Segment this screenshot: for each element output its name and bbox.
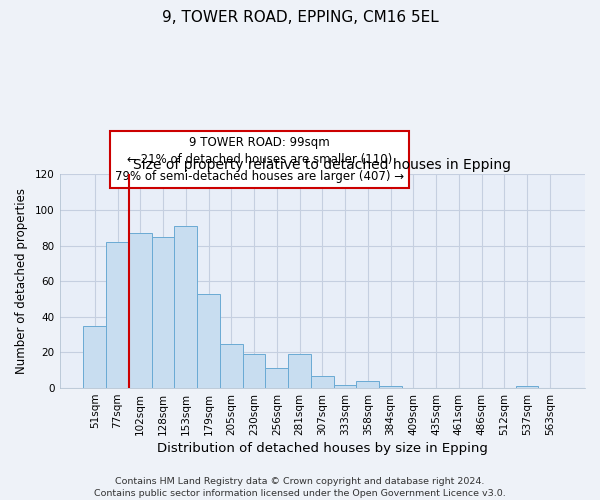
- Bar: [83, 326, 106, 388]
- Bar: [311, 376, 334, 388]
- Text: Contains HM Land Registry data © Crown copyright and database right 2024.
Contai: Contains HM Land Registry data © Crown c…: [94, 476, 506, 498]
- Y-axis label: Number of detached properties: Number of detached properties: [15, 188, 28, 374]
- Bar: [334, 384, 356, 388]
- Bar: [265, 368, 288, 388]
- Bar: [356, 381, 379, 388]
- Bar: [129, 233, 152, 388]
- Bar: [220, 344, 242, 388]
- Bar: [379, 386, 402, 388]
- Bar: [106, 242, 129, 388]
- X-axis label: Distribution of detached houses by size in Epping: Distribution of detached houses by size …: [157, 442, 488, 455]
- Text: 9, TOWER ROAD, EPPING, CM16 5EL: 9, TOWER ROAD, EPPING, CM16 5EL: [161, 10, 439, 25]
- Bar: [242, 354, 265, 388]
- Bar: [175, 226, 197, 388]
- Title: Size of property relative to detached houses in Epping: Size of property relative to detached ho…: [133, 158, 511, 172]
- Bar: [197, 294, 220, 388]
- Text: 9 TOWER ROAD: 99sqm
← 21% of detached houses are smaller (110)
79% of semi-detac: 9 TOWER ROAD: 99sqm ← 21% of detached ho…: [115, 136, 404, 183]
- Bar: [288, 354, 311, 388]
- Bar: [152, 236, 175, 388]
- Bar: [515, 386, 538, 388]
